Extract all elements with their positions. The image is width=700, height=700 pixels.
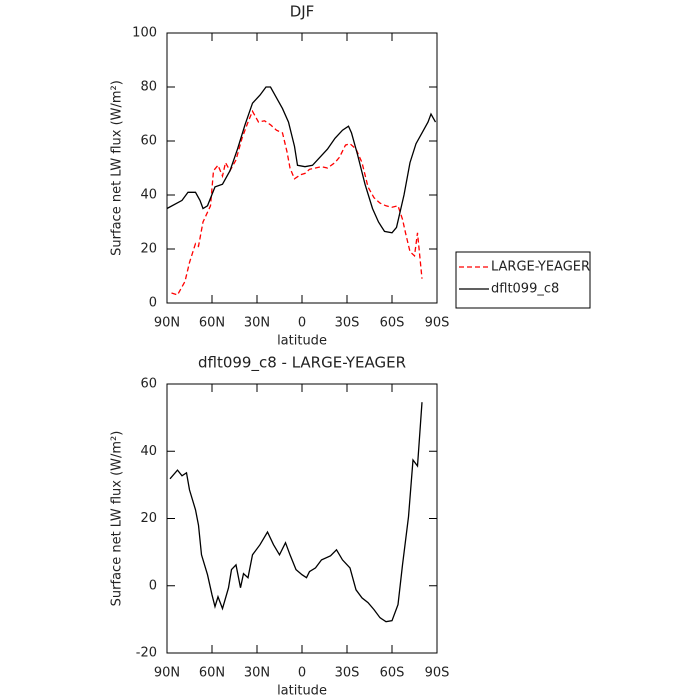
y-tick-label: 80 — [140, 80, 157, 95]
x-tick-label: 30N — [244, 316, 270, 331]
y-tick-label: 20 — [140, 511, 157, 526]
data-line — [169, 402, 423, 623]
y-tick-label: 40 — [140, 188, 157, 203]
x-tick-label: 60N — [199, 666, 225, 681]
x-tick-label: 90N — [154, 666, 180, 681]
y-tick-label: 100 — [132, 26, 157, 41]
x-tick-label: 60S — [380, 666, 405, 681]
legend-box — [455, 251, 591, 309]
x-tick-label: 30S — [335, 316, 360, 331]
panel: dflt099_c8 - LARGE-YEAGER latitude Surface… — [110, 354, 450, 699]
y-tick-label: 40 — [140, 444, 157, 459]
y-axis-label: Surface net LW flux (W/m²) — [110, 431, 125, 607]
y-tick-label: -20 — [136, 646, 157, 661]
x-axis-label: latitude — [277, 684, 327, 699]
x-tick-label: 30N — [244, 666, 270, 681]
y-tick-label: 60 — [140, 377, 157, 392]
panel: DJF latitude Surface net LW flux (W/m²) 90N… — [110, 3, 591, 349]
plot-frame — [166, 383, 438, 654]
legend-label: dflt099_c8 — [491, 282, 559, 297]
x-tick-label: 0 — [298, 666, 306, 681]
y-tick-label: 0 — [149, 578, 157, 593]
x-tick-label: 90S — [425, 666, 450, 681]
data-line — [166, 86, 437, 234]
chart-title: DJF — [290, 3, 315, 21]
x-tick-label: 60S — [380, 316, 405, 331]
x-tick-label: 30S — [335, 666, 360, 681]
legend-label: LARGE-YEAGER — [491, 260, 590, 275]
plot-frame — [166, 32, 438, 304]
y-tick-label: 60 — [140, 134, 157, 149]
y-tick-label: 20 — [140, 242, 157, 257]
x-tick-label: 90S — [425, 316, 450, 331]
y-tick-label: 0 — [149, 296, 157, 311]
data-line — [171, 109, 423, 296]
x-tick-label: 60N — [199, 316, 225, 331]
y-axis-label: Surface net LW flux (W/m²) — [110, 80, 125, 256]
x-tick-label: 90N — [154, 316, 180, 331]
x-tick-label: 0 — [298, 316, 306, 331]
x-axis-label: latitude — [277, 334, 327, 349]
chart-title: dflt099_c8 - LARGE-YEAGER — [198, 354, 406, 373]
